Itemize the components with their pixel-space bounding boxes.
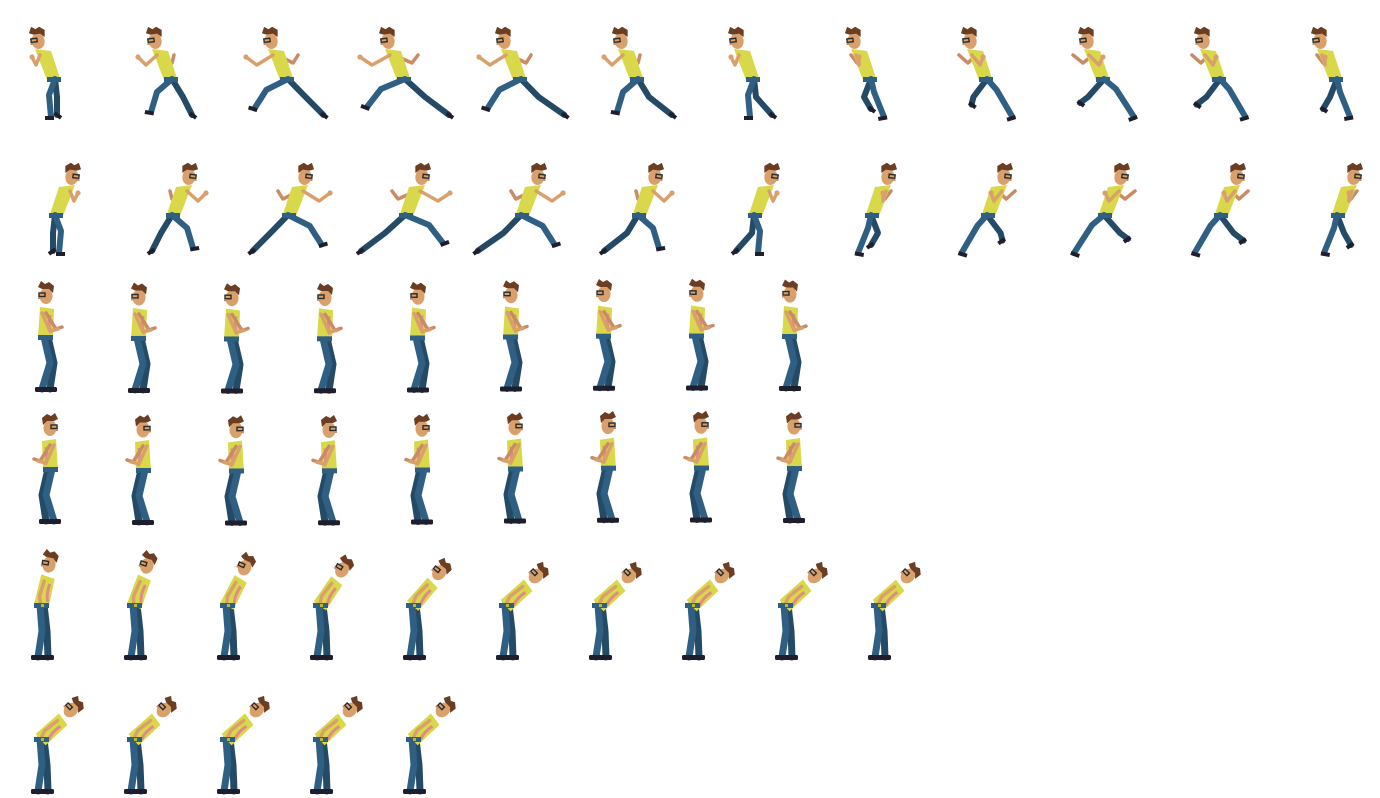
bow-left-frame-5	[403, 557, 452, 661]
bow-hold-left-frame-5	[403, 695, 456, 795]
run-right-frame-10	[1069, 162, 1137, 258]
run-right-frame-9	[957, 162, 1017, 258]
run-right-frame-2	[146, 162, 209, 256]
run-right-frame-7	[730, 162, 781, 256]
idle-crouch-left-frame-4	[314, 282, 343, 394]
bow-left-frame-4	[310, 554, 355, 661]
run-right-frame-11	[1190, 162, 1250, 258]
bow-left-frame-8	[682, 561, 735, 661]
idle-crouch-left-frame-2	[128, 282, 157, 394]
bow-left-frame-1	[31, 548, 59, 661]
run-left-frame-5	[476, 26, 570, 120]
run-left-frame-12	[1310, 26, 1353, 121]
run-left-frame-7	[727, 26, 778, 120]
idle-crouch-left-frame-6	[500, 280, 529, 392]
run-right-frame-6	[598, 162, 675, 256]
idle-crouch-left-frame-8	[686, 278, 715, 392]
bow-left-frame-10	[868, 561, 921, 661]
run-left-frame-11	[1190, 26, 1250, 122]
idle-crouch-left-frame-7	[593, 279, 622, 392]
bow-left-frame-2	[124, 549, 158, 661]
idle-crouch-right-frame-8	[683, 410, 712, 524]
bow-left-frame-3	[217, 551, 257, 661]
idle-crouch-right-frame-6	[497, 412, 526, 524]
run-right-frame-5	[472, 162, 566, 256]
bow-left-frame-6	[496, 561, 549, 661]
run-left-frame-8	[844, 26, 887, 121]
idle-crouch-left-frame-5	[407, 281, 436, 394]
idle-crouch-left-frame-9	[779, 279, 808, 392]
idle-crouch-right-frame-2	[125, 414, 154, 526]
idle-crouch-right-frame-7	[590, 411, 619, 524]
run-right-frame-8	[854, 162, 897, 257]
idle-crouch-left-frame-1	[35, 281, 64, 393]
run-right-frame-4	[355, 162, 453, 256]
run-right-frame-3	[247, 162, 333, 256]
run-left-frame-3	[243, 26, 329, 120]
idle-crouch-right-frame-4	[311, 414, 340, 526]
bow-left-frame-7	[589, 561, 642, 661]
run-left-frame-4	[356, 26, 454, 120]
bow-hold-left-frame-1	[31, 695, 84, 795]
bow-hold-left-frame-3	[217, 695, 270, 795]
run-left-frame-1	[28, 26, 63, 120]
idle-crouch-right-frame-1	[32, 413, 61, 525]
run-left-frame-2	[134, 26, 197, 120]
bow-hold-left-frame-4	[310, 695, 363, 795]
bow-hold-left-frame-2	[124, 695, 177, 795]
idle-crouch-right-frame-5	[404, 413, 433, 526]
run-left-frame-6	[600, 26, 677, 120]
run-right-frame-12	[1320, 162, 1363, 257]
run-left-frame-10	[1070, 26, 1138, 122]
bow-left-frame-9	[775, 561, 828, 661]
run-right-frame-1	[47, 162, 82, 256]
idle-crouch-left-frame-3	[221, 283, 250, 394]
idle-crouch-right-frame-9	[776, 411, 805, 524]
idle-crouch-right-frame-3	[218, 415, 247, 526]
run-left-frame-9	[957, 26, 1017, 122]
